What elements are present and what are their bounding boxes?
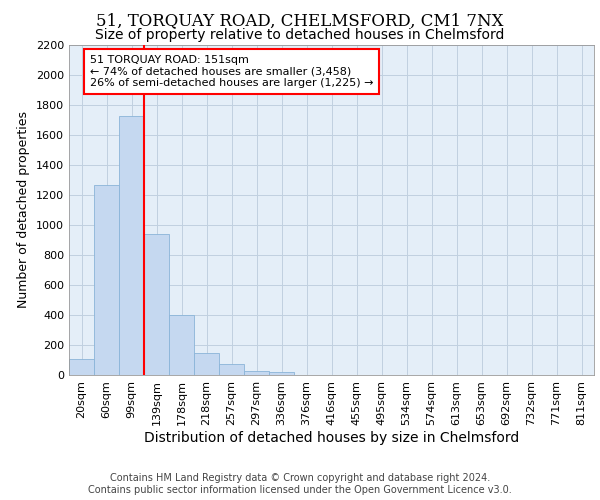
Bar (119, 116, 144, 375)
Bar (194, 352, 219, 375)
Bar (219, 364, 244, 375)
Bar (244, 370, 269, 375)
Bar (144, 234, 169, 375)
Y-axis label: Number of detached properties: Number of detached properties (17, 112, 31, 308)
X-axis label: Distribution of detached houses by size in Chelmsford: Distribution of detached houses by size … (144, 430, 519, 444)
Bar (69, 358, 94, 375)
Text: 51, TORQUAY ROAD, CHELMSFORD, CM1 7NX: 51, TORQUAY ROAD, CHELMSFORD, CM1 7NX (96, 12, 504, 29)
Text: Contains HM Land Registry data © Crown copyright and database right 2024.
Contai: Contains HM Land Registry data © Crown c… (88, 474, 512, 495)
Text: Size of property relative to detached houses in Chelmsford: Size of property relative to detached ho… (95, 28, 505, 42)
Text: 51 TORQUAY ROAD: 151sqm
← 74% of detached houses are smaller (3,458)
26% of semi: 51 TORQUAY ROAD: 151sqm ← 74% of detache… (90, 55, 373, 88)
Bar (169, 315, 194, 375)
Bar (269, 372, 294, 375)
Bar (94, 184, 119, 375)
